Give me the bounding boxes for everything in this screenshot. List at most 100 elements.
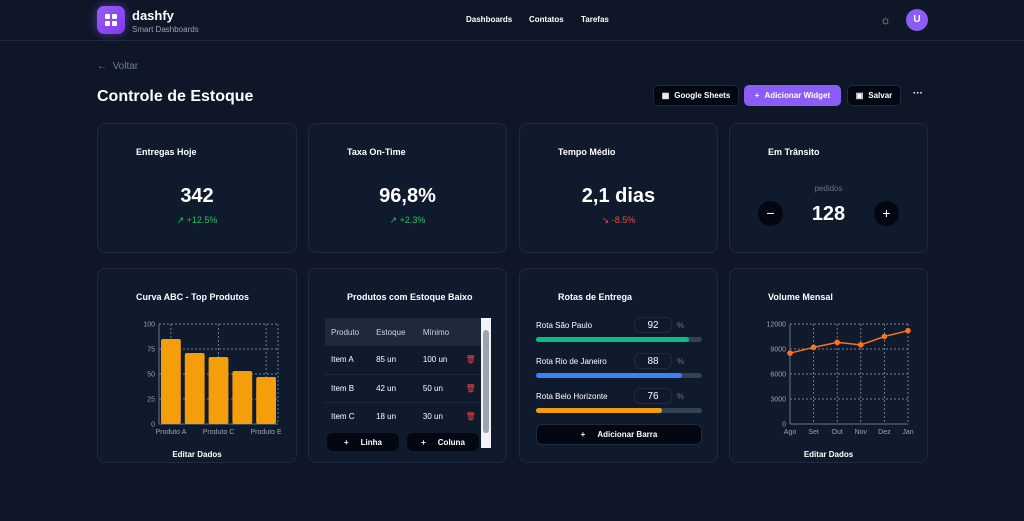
cell[interactable]: Item B: [325, 374, 371, 403]
trend-up-icon: ↗: [176, 215, 185, 225]
table-row: Item B 42 un 50 un 🗑: [325, 374, 481, 403]
label: Adicionar Widget: [764, 91, 831, 100]
route-label: Rota São Paulo: [536, 321, 593, 330]
kpi-value: 2,1 dias: [581, 185, 656, 207]
bar: [184, 353, 205, 424]
data-point: [881, 333, 888, 340]
bar-chart: 0 25 50 75 100 Produto A Produto C Produto E: [143, 322, 282, 437]
edit-data-button[interactable]: Editar Dados: [803, 450, 854, 459]
scrollbar-thumb[interactable]: [483, 330, 489, 433]
nav-tarefas[interactable]: Tarefas: [581, 15, 609, 24]
x-tick-label: Jan: [902, 429, 913, 436]
bar: [208, 357, 229, 424]
bar: [161, 339, 181, 424]
x-tick-label: Dez: [878, 429, 891, 436]
nav-contatos[interactable]: Contatos: [529, 15, 564, 24]
stock-table: Produto Estoque Mínimo Item A 85 un 100 un 🗑 …: [325, 318, 481, 430]
route-value-input[interactable]: 88: [634, 352, 672, 369]
add-bar-button[interactable]: + Adicionar Barra: [536, 424, 702, 445]
plus-icon: +: [580, 430, 586, 439]
counter-label: pedidos: [814, 184, 843, 193]
x-tick-label: Out: [832, 429, 843, 436]
back-label: Voltar: [112, 61, 139, 72]
y-tick-label: 12000: [767, 322, 787, 329]
nav-dashboards[interactable]: Dashboards: [466, 15, 513, 24]
route-value-input[interactable]: 76: [634, 388, 672, 404]
kpi-card-ontime: Taxa On-Time 96,8% ↗ +2.3%: [308, 123, 507, 253]
brand-name: dashfy: [132, 8, 174, 23]
edit-data-button[interactable]: Editar Dados: [172, 450, 222, 459]
route-value-input[interactable]: 92: [634, 317, 672, 333]
cell[interactable]: 100 un: [416, 346, 460, 375]
route-label: Rota Belo Horizonte: [536, 392, 608, 401]
decrement-button[interactable]: −: [758, 201, 783, 226]
counter-value: 128: [811, 203, 846, 225]
cell[interactable]: 30 un: [416, 402, 460, 430]
cell[interactable]: 85 un: [370, 346, 417, 375]
data-point: [905, 327, 911, 334]
percent-unit: %: [677, 392, 685, 401]
route-progress-track: [536, 372, 702, 378]
volume-chart-card: Volume Mensal 0 3000 6000 9000 12000 Ago Set Ou…: [729, 268, 928, 463]
plus-icon: +: [421, 437, 426, 447]
plus-icon: +: [754, 91, 760, 100]
save-icon: ▣: [855, 91, 864, 100]
cell[interactable]: 18 un: [370, 402, 417, 430]
x-tick-label: Nov: [855, 429, 868, 436]
label: Adicionar Barra: [597, 430, 658, 439]
kpi-card-tempo: Tempo Médio 2,1 dias ↘ -8.5%: [519, 123, 718, 253]
card-title: Volume Mensal: [768, 292, 833, 302]
kpi-value: 96,8%: [379, 185, 436, 207]
add-row-button[interactable]: + Linha: [327, 433, 399, 451]
label: Salvar: [868, 91, 893, 100]
y-tick-label: 25: [147, 397, 155, 404]
more-icon[interactable]: ···: [913, 88, 923, 99]
trash-icon[interactable]: 🗑: [459, 346, 481, 375]
col-header: Estoque: [370, 318, 417, 346]
line-chart: 0 3000 6000 9000 12000 Ago Set Out Nov Dez Jan: [767, 322, 914, 437]
data-point: [810, 344, 817, 351]
route-progress-fill: [536, 337, 689, 342]
kpi-card-entregas: Entregas Hoje 342 ↗ +12.5%: [97, 123, 297, 253]
cell[interactable]: 50 un: [416, 374, 460, 403]
routes-card: Rotas de Entrega Rota São Paulo 92 % Rot…: [519, 268, 718, 463]
kpi-delta: ↗ +12.5%: [98, 215, 296, 226]
scrollbar[interactable]: [481, 318, 491, 448]
card-title: Produtos com Estoque Baixo: [347, 292, 473, 302]
cell[interactable]: 42 un: [370, 374, 417, 403]
percent-unit: %: [677, 321, 685, 330]
cell[interactable]: Item C: [325, 402, 371, 430]
col-header: Produto: [325, 318, 371, 346]
back-link[interactable]: ← Voltar: [97, 61, 138, 72]
add-column-button[interactable]: + Coluna: [407, 433, 479, 451]
col-header: Mínimo: [416, 318, 460, 346]
y-tick-label: 6000: [770, 372, 786, 379]
avatar[interactable]: U: [906, 9, 928, 31]
top-bar: dashfy Smart Dashboards Dashboards Conta…: [0, 0, 1024, 41]
trash-icon[interactable]: 🗑: [459, 402, 481, 430]
card-title: Rotas de Entrega: [558, 292, 633, 302]
x-tick-label: Produto C: [203, 429, 235, 436]
grid-icon[interactable]: [97, 6, 125, 34]
increment-button[interactable]: +: [874, 201, 899, 226]
y-tick-label: 9000: [770, 347, 786, 354]
y-tick-label: 75: [147, 347, 155, 354]
y-tick-label: 0: [151, 422, 155, 429]
abc-chart-card: Curva ABC - Top Produtos 0 25 50 75 100 Produ…: [97, 268, 297, 463]
card-title: Taxa On-Time: [347, 147, 406, 157]
save-button[interactable]: ▣ Salvar: [847, 85, 901, 106]
x-tick-label: Set: [808, 429, 819, 436]
y-tick-label: 0: [782, 422, 786, 429]
sun-icon[interactable]: ☼: [880, 13, 891, 27]
add-widget-button[interactable]: + Adicionar Widget: [744, 85, 841, 106]
col-header-actions: [459, 318, 481, 346]
trend-up-icon: ↗: [389, 215, 398, 225]
card-title: Tempo Médio: [558, 147, 616, 157]
google-sheets-button[interactable]: ▦ Google Sheets: [653, 85, 739, 106]
cell[interactable]: Item A: [325, 346, 371, 375]
data-point: [834, 339, 840, 346]
trash-icon[interactable]: 🗑: [459, 374, 481, 403]
kpi-card-transito: Em Trânsito pedidos 128 − +: [729, 123, 928, 253]
x-tick-label: Produto A: [156, 429, 187, 436]
data-point: [787, 350, 793, 356]
